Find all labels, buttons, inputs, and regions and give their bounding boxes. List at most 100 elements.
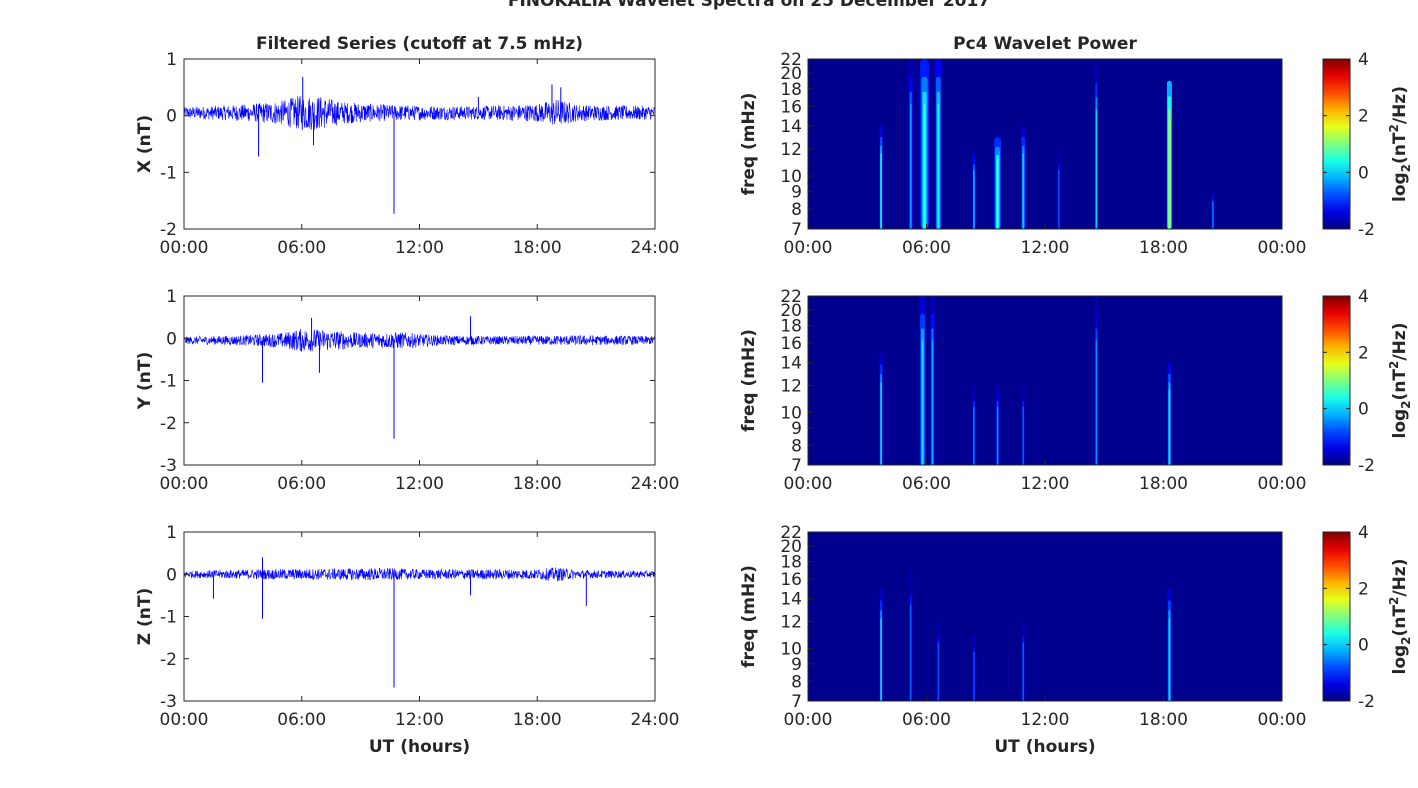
series-line xyxy=(183,95,656,131)
y-tick-label: 20 xyxy=(780,537,802,557)
x-tick-label: 00:00 xyxy=(784,238,833,258)
y-tick-label: -2 xyxy=(160,650,177,670)
y-axis-label: Y (nT) xyxy=(135,352,155,410)
plot-area xyxy=(184,532,655,701)
colorbar-label: log2(nT2/Hz) xyxy=(1387,86,1413,202)
x-tick-label: 18:00 xyxy=(1139,238,1188,258)
y-tick-label: 22 xyxy=(780,287,802,307)
power-streak-0 xyxy=(880,618,882,701)
colorbar-label-part: (nT xyxy=(1390,605,1410,637)
y-tick-label: 14 xyxy=(780,590,802,610)
y-tick-label: -3 xyxy=(160,692,177,712)
colorbar-scale xyxy=(1322,531,1351,702)
y-tick-label: 14 xyxy=(780,117,802,137)
y-tick-label: 20 xyxy=(780,64,802,84)
x-tick-label: 24:00 xyxy=(631,238,680,258)
plot-area xyxy=(184,59,655,229)
power-streak-6 xyxy=(1095,340,1098,465)
y-tick-label: -1 xyxy=(160,372,177,392)
colorbar-label-part: (nT xyxy=(1390,132,1410,164)
colorbar-label-part: log xyxy=(1390,172,1410,202)
x-tick-label: 12:00 xyxy=(1021,474,1070,494)
y-tick-label: 1 xyxy=(166,287,177,307)
power-features xyxy=(879,59,1215,229)
power-features xyxy=(879,570,1172,701)
y-tick-label: 10 xyxy=(780,167,802,187)
power-streak-1 xyxy=(921,340,924,465)
x-tick-label: 06:00 xyxy=(902,474,951,494)
colorbar-tick-label: -2 xyxy=(1358,692,1375,712)
x-tick-label: 00:00 xyxy=(160,474,209,494)
x-tick-label: 12:00 xyxy=(1021,710,1070,730)
colorbar-scale xyxy=(1322,58,1351,230)
y-tick-label: 22 xyxy=(780,523,802,543)
spectrogram-panel-3: 00:00 06:00 12:00 18:00 00:00789101214161820… xyxy=(739,523,1307,757)
colorbar-label-part: /Hz) xyxy=(1390,323,1410,361)
x-tick-label: 18:00 xyxy=(1139,474,1188,494)
plot-area xyxy=(184,296,655,465)
y-tick-label: 8 xyxy=(791,436,802,456)
colorbar-tick-label: 2 xyxy=(1358,343,1369,363)
power-streak-4 xyxy=(996,406,999,465)
power-streak-4 xyxy=(1022,642,1025,701)
y-axis-label: Z (nT) xyxy=(135,588,155,645)
x-tick-label: 12:00 xyxy=(395,710,444,730)
series-panel-3: 00:00 06:00 12:00 18:00 24:00 -3 -2 -1 0 1 Z (nT) U… xyxy=(135,523,680,757)
colorbar-label-part: log xyxy=(1390,645,1410,675)
y-tick-label: 0 xyxy=(166,329,177,349)
y-tick-label: 7 xyxy=(791,220,802,240)
power-streak-6 xyxy=(1022,153,1025,229)
panels: 00:00 06:00 12:00 18:00 24:00 -2 -1 0 1 X (nT) Fil… xyxy=(135,34,1413,757)
power-streak-1 xyxy=(909,103,912,229)
power-streak-8 xyxy=(1095,108,1098,229)
x-tick-label: 18:00 xyxy=(513,474,562,494)
colorbar-tick-label: 0 xyxy=(1358,400,1369,420)
x-tick-label: 00:00 xyxy=(1258,474,1307,494)
power-streak-2 xyxy=(931,340,934,465)
y-tick-label: 0 xyxy=(166,107,177,127)
x-axis-label: UT (hours) xyxy=(369,737,470,757)
colorbar-scale xyxy=(1322,295,1351,466)
colorbar-label: log2(nT2/Hz) xyxy=(1387,559,1413,675)
x-tick-label: 24:00 xyxy=(631,710,680,730)
colorbar-label-part: 2 xyxy=(1399,636,1413,644)
y-tick-label: 18 xyxy=(780,553,802,573)
power-streak-10 xyxy=(1212,201,1214,229)
x-tick-label: 06:00 xyxy=(277,710,326,730)
y-tick-label: 22 xyxy=(780,50,802,70)
power-streak-3 xyxy=(973,406,975,465)
y-tick-label: 16 xyxy=(780,97,802,117)
spectrogram-background xyxy=(808,532,1282,701)
colorbar-label-part: 2 xyxy=(1399,164,1413,172)
y-tick-label: 1 xyxy=(166,50,177,70)
colorbar-tick-label: -2 xyxy=(1358,220,1375,240)
x-tick-label: 18:00 xyxy=(513,238,562,258)
y-tick-label: -2 xyxy=(160,220,177,240)
colorbar-tick-label: 0 xyxy=(1358,636,1369,656)
colorbar-label-part: 2 xyxy=(1387,361,1401,369)
y-tick-label: 12 xyxy=(780,612,802,632)
y-axis-label: freq (mHz) xyxy=(739,329,759,432)
colorbar-label-part: log xyxy=(1390,409,1410,439)
y-tick-label: 9 xyxy=(791,183,802,203)
y-tick-label: 10 xyxy=(780,639,802,659)
colorbar-label-part: 2 xyxy=(1399,400,1413,408)
power-streak-3 xyxy=(973,651,975,701)
series-panel-1: 00:00 06:00 12:00 18:00 24:00 -2 -1 0 1 X (nT) Fil… xyxy=(135,34,680,258)
x-tick-label: 00:00 xyxy=(160,710,209,730)
y-tick-label: 12 xyxy=(780,140,802,160)
colorbar-tick-label: 2 xyxy=(1358,579,1369,599)
spectrogram-panel-1: 00:00 06:00 12:00 18:00 00:00789101214161820… xyxy=(739,34,1307,258)
panel-title: Pc4 Wavelet Power xyxy=(953,34,1137,54)
y-tick-label: 16 xyxy=(780,334,802,354)
y-tick-label: 14 xyxy=(780,354,802,374)
colorbar-label-part: 2 xyxy=(1387,597,1401,605)
y-tick-label: -1 xyxy=(160,608,177,628)
x-tick-label: 06:00 xyxy=(277,474,326,494)
y-tick-label: -3 xyxy=(160,456,177,476)
y-tick-label: 10 xyxy=(780,403,802,423)
colorbar-label-part: 2 xyxy=(1387,124,1401,132)
